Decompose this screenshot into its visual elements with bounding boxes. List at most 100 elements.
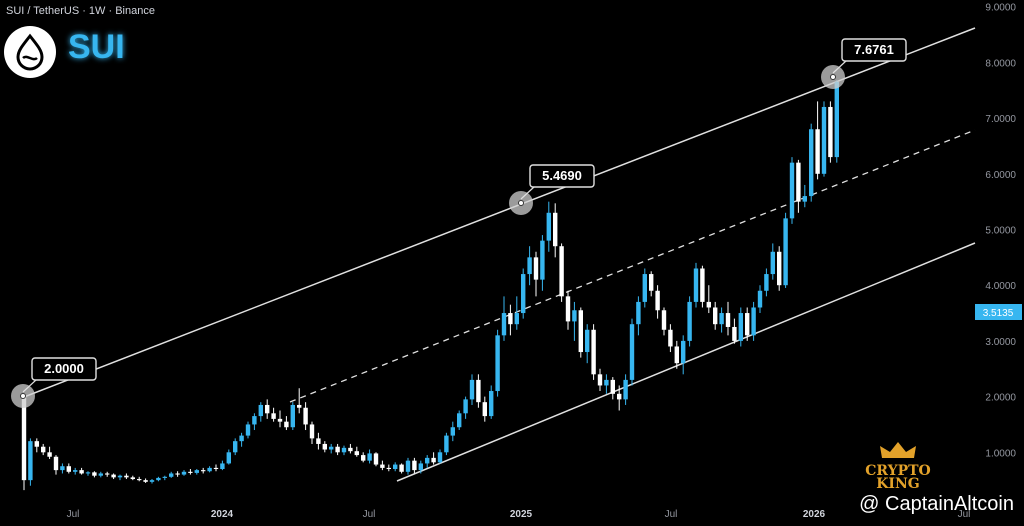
candle-body	[405, 460, 411, 472]
logo-title: SUI	[68, 28, 125, 66]
candle-body	[821, 106, 827, 174]
candle-body	[169, 473, 174, 477]
candle-body	[245, 424, 251, 436]
candle-body	[322, 443, 327, 450]
candle-body	[565, 296, 571, 322]
candle-body	[367, 453, 372, 461]
candle-body	[783, 218, 788, 286]
candle-body	[553, 212, 558, 247]
candle-body	[348, 447, 353, 452]
candle-body	[124, 475, 129, 478]
annotation-point	[518, 200, 524, 206]
sui-logo-icon	[4, 26, 56, 78]
candle-body	[329, 446, 334, 450]
candle-body	[546, 212, 551, 241]
candle-body	[111, 474, 116, 478]
candle-body	[85, 472, 91, 474]
candle-body	[412, 460, 417, 471]
candle-body	[636, 301, 641, 325]
candle-body	[457, 413, 462, 428]
candle-body	[533, 257, 539, 280]
candle-body	[437, 452, 443, 463]
x-tick-label: 2026	[803, 509, 826, 520]
candle-body	[194, 470, 199, 473]
candle-body	[226, 452, 231, 464]
annotation-box	[841, 38, 907, 62]
y-tick-label: 4.0000	[985, 281, 1016, 292]
annotation-box	[31, 357, 97, 381]
candle-body	[341, 447, 347, 453]
y-tick-label: 5.0000	[985, 226, 1016, 237]
candle-body	[143, 480, 148, 482]
annotation-label: 7.6761	[854, 42, 894, 57]
candle-body	[431, 457, 436, 463]
candle-body	[770, 251, 775, 275]
candle-body	[316, 438, 321, 444]
candle-body	[271, 413, 276, 419]
time-axis[interactable]: Jul 2024 Jul 2025 Jul 2026 Jul	[67, 509, 971, 520]
current-price-tag	[975, 304, 1022, 320]
candle-body	[751, 307, 756, 336]
candle-body	[28, 441, 33, 481]
candle-body	[188, 471, 193, 473]
candle-body	[60, 466, 65, 471]
y-tick-label: 2.0000	[985, 393, 1016, 404]
candle-body	[399, 464, 404, 472]
x-tick-label: Jul	[665, 509, 678, 520]
candle-body	[495, 335, 500, 392]
watermark: @ CaptainAltcoin	[859, 493, 1014, 515]
candle-body	[629, 324, 635, 380]
x-tick-label: Jul	[67, 509, 80, 520]
candle-body	[117, 475, 123, 478]
candle-body	[239, 435, 244, 442]
candle-body	[73, 470, 78, 472]
channel-upper-line	[23, 27, 976, 398]
candle-body	[591, 329, 596, 375]
price-axis[interactable]: 1.0000 2.0000 3.0000 4.0000 5.0000 6.0000 7.00…	[975, 3, 1022, 460]
candle-body	[489, 391, 494, 417]
symbol-header[interactable]: SUI / TetherUS · 1W · Binance	[6, 5, 155, 17]
candle-body	[527, 257, 532, 275]
crown-line-1: CRYPTO	[865, 463, 931, 479]
annotation-label: 2.0000	[44, 361, 84, 376]
candle-body	[373, 453, 379, 465]
candle-body	[706, 301, 711, 308]
current-price-label: 3.5135	[983, 308, 1014, 319]
candle-body	[757, 290, 763, 308]
candle-body	[789, 162, 795, 219]
candle-body	[469, 379, 475, 400]
candle-body	[450, 427, 455, 436]
candle-body	[809, 129, 814, 197]
candle-body	[693, 268, 699, 302]
candle-body	[130, 477, 135, 480]
candle-body	[137, 479, 142, 481]
candle-body	[233, 441, 238, 453]
candle-body	[521, 274, 526, 314]
candle-body	[252, 416, 257, 425]
candle-body	[687, 301, 692, 341]
y-tick-label: 8.0000	[985, 58, 1016, 69]
candle-body	[501, 313, 507, 336]
candle-body	[105, 473, 110, 475]
candle-body	[34, 441, 39, 447]
candle-body	[796, 162, 801, 202]
candle-body	[21, 396, 27, 481]
candle-body	[220, 463, 225, 470]
candle-body	[181, 471, 187, 475]
candle-body	[655, 290, 660, 311]
candle-body	[713, 307, 718, 325]
candle-body	[386, 467, 391, 470]
candle-body	[361, 455, 366, 461]
candle-body	[297, 404, 302, 408]
channel-lines	[23, 27, 976, 482]
candle-body	[508, 313, 513, 325]
candle-body	[828, 106, 833, 158]
y-tick-label: 9.0000	[985, 3, 1016, 14]
annotation-box	[529, 164, 595, 188]
y-tick-label: 3.0000	[985, 337, 1016, 348]
candle-body	[309, 424, 315, 439]
candle-body	[623, 379, 628, 400]
candle-body	[380, 464, 385, 468]
y-tick-label: 1.0000	[985, 448, 1016, 459]
